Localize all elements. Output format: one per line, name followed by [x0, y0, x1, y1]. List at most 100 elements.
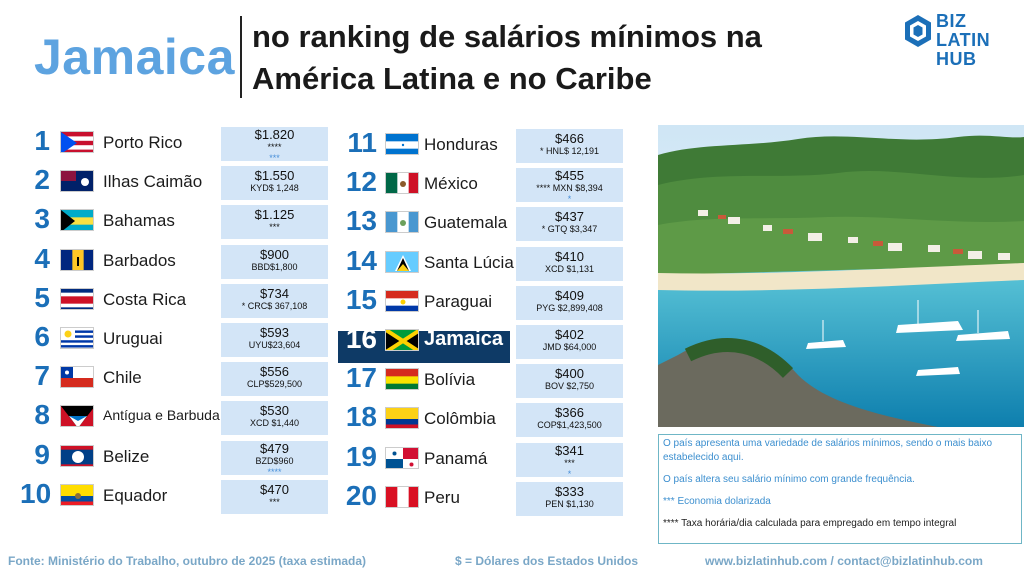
wage-usd: $402 — [555, 327, 584, 342]
wage-box: $556 CLP$529,500 — [221, 362, 328, 397]
rank-number: 9 — [34, 438, 50, 470]
wage-local: *** — [269, 496, 280, 507]
logo-icon — [905, 15, 931, 47]
wage-local: UYU$23,604 — [248, 340, 301, 350]
ranking-row-11: 11 Honduras $466 * HNL$ 12,191 — [0, 127, 623, 163]
wage-box: $1.820 **** *** — [221, 127, 328, 163]
country-name: Barbados — [103, 250, 176, 270]
wage-usd: $900 — [260, 246, 289, 262]
flag-icon — [385, 133, 419, 155]
flag-icon — [385, 368, 419, 391]
ranking-row-13: 13 Guatemala $437 * GTQ $3,347 — [0, 205, 623, 242]
wage-box: $400 BOV $2,750 — [516, 364, 623, 399]
country-name: Panamá — [424, 448, 488, 468]
rank-number: 6 — [34, 321, 50, 352]
flag-icon — [385, 329, 419, 351]
ranking-row-10: 10 Equador $470 *** — [0, 478, 328, 514]
country-name: Equador — [103, 485, 168, 505]
rank-number: 4 — [34, 242, 50, 274]
wage-local: * HNL$ 12,191 — [539, 146, 600, 156]
flag-icon — [60, 444, 94, 467]
wage-usd: $341 — [555, 442, 584, 458]
country-name: Bahamas — [103, 211, 175, 231]
flag-icon — [60, 209, 94, 232]
rank-number: 11 — [347, 127, 377, 158]
country-name: Ilhas Caimão — [103, 172, 203, 192]
wage-box: $409 PYG $2,899,408 — [516, 285, 623, 320]
ranking-row-12: 12 México $455 **** MXN $8,394 * — [0, 166, 623, 204]
wage-local: BBD$1,800 — [251, 261, 298, 272]
country-name: Honduras — [424, 135, 498, 154]
wage-usd: $470 — [260, 481, 289, 497]
ranking-row-9: 9 Belize $479 BZD$960 **** — [0, 439, 328, 477]
wage-box: $900 BBD$1,800 — [221, 244, 328, 279]
wage-usd: $734 — [260, 285, 289, 301]
wage-usd: $333 — [555, 483, 584, 499]
ranking-row-5: 5 Costa Rica $734 * CRC$ 367,108 — [0, 282, 328, 318]
title-line-1: no ranking de salários mínimos na — [252, 19, 762, 54]
wage-box: $530 XCD $1,440 — [221, 401, 328, 436]
note-dollarized: *** Economia dolarizada — [663, 496, 771, 507]
country-name: Bolívia — [424, 370, 476, 390]
wage-local: CLP$529,500 — [246, 379, 303, 390]
wage-box: $341 *** * — [516, 442, 623, 479]
ranking-row-18: 18 Colômbia $366 COP$1,423,500 — [0, 401, 623, 438]
wage-usd: $410 — [555, 248, 584, 264]
ranking-row-14: 14 Santa Lúcia $410 XCD $1,131 — [0, 245, 623, 281]
wage-note: * — [567, 194, 572, 205]
ranking-row-2: 2 Ilhas Caimão $1.550 KYD$ 1,248 — [0, 164, 328, 201]
flag-icon — [385, 250, 419, 273]
wage-usd: $400 — [555, 366, 584, 382]
wage-box: $333 PEN $1,130 — [516, 481, 623, 516]
flag-icon — [385, 211, 419, 234]
rank-number: 5 — [34, 281, 50, 313]
wage-local: *** — [269, 222, 280, 233]
note-variety: O país apresenta uma variedade de salári… — [663, 438, 993, 463]
wage-usd: $1.820 — [254, 127, 295, 142]
biz-latin-hub-logo: BIZ LATIN HUB — [904, 11, 1014, 69]
wage-usd: $466 — [555, 131, 584, 146]
wage-note: **** — [267, 466, 282, 477]
wage-local: BOV $2,750 — [544, 381, 595, 392]
wage-local: JMD $64,000 — [542, 342, 597, 352]
ranking-row-6: 6 Uruguai $593 UYU$23,604 — [0, 321, 328, 357]
wage-usd: $556 — [260, 364, 289, 380]
flag-icon — [385, 289, 419, 312]
logo-text-line-1: BIZ LATIN — [936, 11, 991, 50]
wage-local: **** — [267, 142, 282, 152]
country-name: Uruguai — [103, 329, 163, 348]
ranking-row-20: 20 Peru $333 PEN $1,130 — [0, 480, 623, 516]
wage-usd: $409 — [555, 287, 584, 303]
wage-local: COP$1,423,500 — [537, 420, 602, 431]
flag-icon — [60, 248, 94, 271]
footer-source: Fonte: Ministério do Trabalho, outubro d… — [8, 554, 367, 568]
wage-box: $470 *** — [221, 479, 328, 514]
wage-usd: $1.125 — [254, 207, 295, 223]
wage-box: $466 * HNL$ 12,191 — [516, 129, 623, 163]
rank-number: 18 — [345, 401, 377, 433]
ranking-row-7: 7 Chile $556 CLP$529,500 — [0, 360, 328, 397]
country-name: Costa Rica — [103, 289, 187, 309]
rank-number: 8 — [34, 399, 50, 431]
wage-usd: $455 — [555, 168, 584, 184]
flag-icon — [385, 446, 419, 469]
country-name: Antígua e Barbuda — [103, 407, 220, 424]
flag-icon — [60, 327, 94, 349]
wage-local: * CRC$ 367,108 — [241, 300, 308, 311]
rank-number: 20 — [345, 479, 377, 511]
wage-box: $593 UYU$23,604 — [221, 323, 328, 357]
wage-box: $410 XCD $1,131 — [516, 246, 623, 281]
ranking-row-1: 1 Porto Rico $1.820 **** *** — [0, 125, 328, 163]
wage-usd: $1.550 — [254, 168, 295, 184]
wage-local: **** MXN $8,394 — [536, 183, 603, 194]
page-title: no ranking de salários mínimos na Améric… — [252, 16, 832, 100]
ranking-row-15: 15 Paraguai $409 PYG $2,899,408 — [0, 284, 623, 320]
wage-local: KYD$ 1,248 — [250, 183, 299, 194]
rank-number: 12 — [345, 166, 377, 198]
wage-usd: $437 — [555, 209, 584, 225]
flag-icon — [385, 172, 419, 195]
flag-icon — [60, 170, 94, 193]
country-name: Porto Rico — [103, 133, 183, 152]
rank-number: 1 — [34, 125, 50, 156]
wage-box: $734 * CRC$ 367,108 — [221, 283, 328, 318]
